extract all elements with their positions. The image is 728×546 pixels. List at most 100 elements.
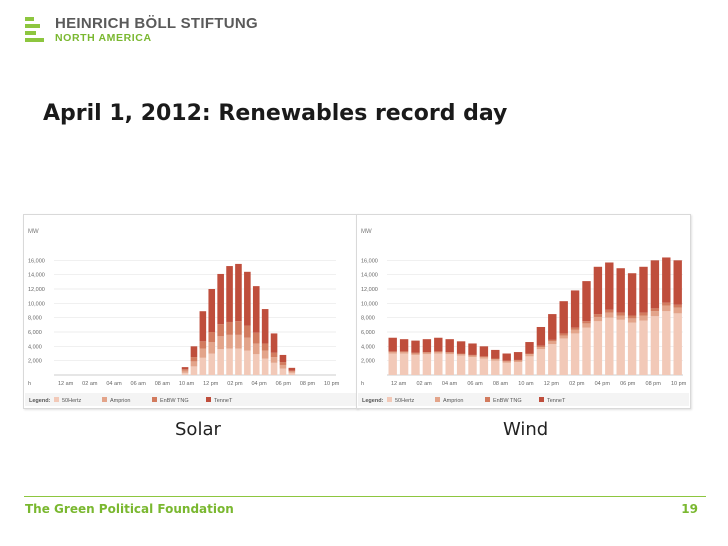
wind-legend-swatch: [485, 397, 490, 402]
solar-bar-segment: [235, 334, 242, 349]
solar-bar-segment: [208, 289, 216, 332]
wind-legend-entry: EnBW TNG: [493, 398, 522, 404]
wind-x-tick: 02 pm: [569, 381, 585, 387]
wind-y-tick: 12,000: [361, 287, 378, 293]
wind-legend-swatch: [539, 397, 544, 402]
wind-legend-entry: TenneT: [547, 398, 566, 404]
solar-x-tick: 06 pm: [276, 381, 292, 387]
wind-bar-segment: [605, 317, 614, 375]
wind-bar-segment: [502, 361, 511, 363]
solar-bar-segment: [199, 341, 207, 349]
wind-bar-segment: [536, 347, 546, 350]
wind-bar-segment: [513, 362, 523, 375]
wind-bar-segment: [525, 353, 534, 355]
page-number: 19: [681, 502, 698, 516]
wind-bar-segment: [559, 301, 568, 334]
solar-x-tick: 04 pm: [251, 381, 267, 387]
wind-bar-segment: [639, 266, 648, 313]
wind-bar-segment: [445, 354, 454, 375]
solar-legend-swatch: [152, 397, 157, 402]
wind-bar-segment: [468, 355, 477, 358]
wind-bar-segment: [616, 315, 625, 320]
solar-legend-entry: 50Hertz: [62, 398, 82, 404]
wind-x-tick: 04 am: [442, 381, 458, 387]
wind-bar-segment: [559, 335, 568, 339]
wind-bar-segment: [399, 339, 409, 352]
logo-bars-icon: [25, 17, 47, 43]
wind-bar-segment: [548, 314, 557, 340]
solar-bar-segment: [190, 346, 198, 358]
wind-legend-label: Legend:: [362, 398, 384, 404]
org-sub: NORTH AMERICA: [55, 32, 152, 44]
wind-bar-segment: [479, 346, 489, 357]
solar-bar-segment: [226, 266, 233, 322]
solar-bar-segment: [252, 354, 260, 375]
wind-bar-segment: [536, 349, 546, 375]
wind-bar-segment: [627, 318, 637, 323]
wind-bar-segment: [525, 354, 534, 357]
footer-text: The Green Political Foundation: [25, 502, 234, 516]
solar-bar-segment: [244, 350, 251, 375]
solar-x-tick: 02 pm: [227, 381, 243, 387]
wind-bar-segment: [593, 314, 603, 317]
wind-bar-segment: [570, 290, 580, 328]
wind-bar-segment: [491, 358, 500, 360]
wind-bar-segment: [582, 323, 591, 328]
wind-bar-segment: [662, 305, 671, 312]
wind-bar-segment: [422, 354, 432, 375]
solar-bar-segment: [288, 367, 296, 371]
solar-x-tick: 08 am: [155, 381, 171, 387]
wind-bar-segment: [422, 339, 432, 353]
solar-y-tick: 6,000: [28, 330, 42, 336]
wind-bar-segment: [411, 352, 420, 354]
wind-bar-segment: [411, 340, 420, 353]
wind-bar-segment: [673, 304, 682, 308]
wind-y-tick: 10,000: [361, 301, 378, 307]
solar-bar-segment: [190, 357, 198, 362]
wind-bar-segment: [548, 341, 557, 345]
wind-y-tick: 16,000: [361, 258, 378, 264]
wind-legend-swatch: [435, 397, 440, 402]
wind-legend-entry: 50Hertz: [395, 398, 415, 404]
solar-legend-swatch: [102, 397, 107, 402]
solar-y-tick: 2,000: [28, 359, 42, 365]
solar-legend-entry: EnBW TNG: [160, 398, 189, 404]
wind-x-tick: 04 pm: [595, 381, 611, 387]
solar-x-tick: 08 pm: [300, 381, 316, 387]
wind-x-tick: 02 am: [416, 381, 432, 387]
wind-bar-segment: [502, 353, 511, 361]
wind-bar-segment: [456, 353, 466, 355]
solar-bar-segment: [279, 354, 287, 363]
wind-x-tick: 10 am: [518, 381, 534, 387]
solar-legend-strip: [25, 393, 356, 406]
solar-bar-segment: [261, 343, 269, 351]
wind-bar-segment: [593, 316, 603, 322]
wind-bar-segment: [399, 352, 409, 354]
solar-bar-segment: [244, 325, 251, 338]
wind-y-tick: 2,000: [361, 359, 375, 365]
solar-y-tick: 4,000: [28, 344, 42, 350]
wind-bar-segment: [570, 327, 580, 330]
wind-bar-segment: [605, 262, 614, 310]
solar-bar-segment: [288, 371, 296, 373]
solar-x-tick: h: [28, 381, 31, 387]
wind-bar-segment: [388, 337, 397, 352]
solar-bar-segment: [226, 348, 233, 375]
wind-x-tick: 12 pm: [544, 381, 560, 387]
wind-bar-segment: [491, 360, 500, 375]
wind-bar-segment: [502, 360, 511, 362]
wind-bar-segment: [673, 307, 682, 314]
wind-bar-segment: [491, 349, 500, 359]
wind-x-tick: 08 pm: [646, 381, 662, 387]
wind-bar-segment: [650, 311, 660, 317]
wind-bar-segment: [627, 273, 637, 316]
solar-y-tick: 16,000: [28, 258, 45, 264]
solar-chart-svg: MW 16,000 14,000 12,000 10,000 8,000 6,000 4,00…: [25, 229, 356, 406]
wind-bar-segment: [445, 352, 454, 355]
wind-caption: Wind: [503, 419, 549, 440]
solar-legend-swatch: [54, 397, 59, 402]
wind-bar-segment: [639, 315, 648, 321]
wind-bar-segment: [479, 357, 489, 359]
solar-bar-segment: [208, 332, 216, 343]
wind-bar-segment: [525, 342, 534, 354]
